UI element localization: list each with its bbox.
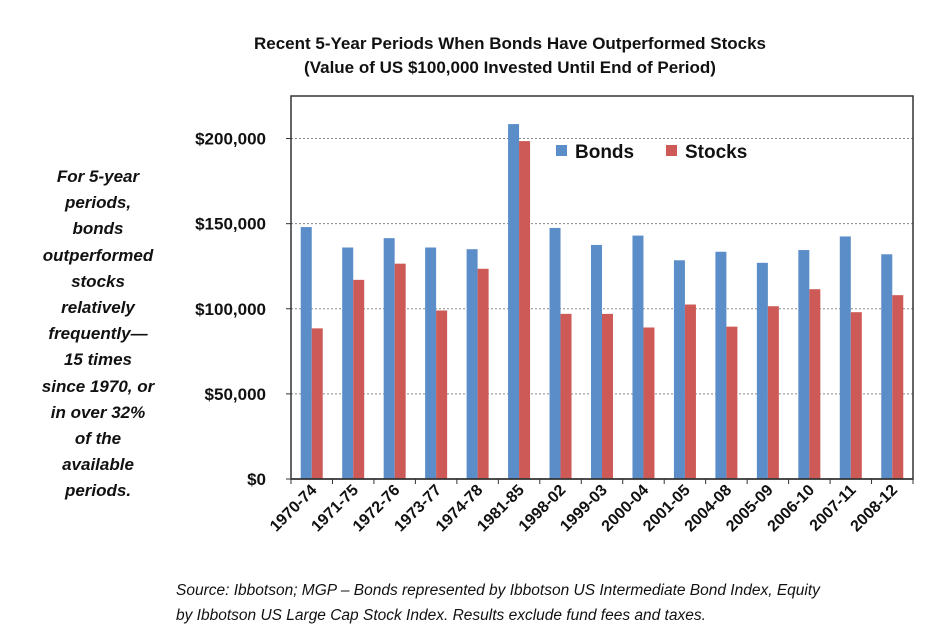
bar-stocks — [767, 306, 779, 479]
bar-bonds — [383, 238, 395, 479]
bar-bonds — [756, 262, 768, 479]
bar-stocks — [519, 141, 531, 479]
bar-stocks — [560, 313, 572, 479]
side-note-line: relatively — [61, 298, 135, 318]
chart-title-line2: (Value of US $100,000 Invested Until End… — [304, 58, 716, 77]
side-note-line: periods. — [64, 481, 132, 501]
side-note-line: periods, — [64, 193, 132, 213]
side-note-line: outperformed — [42, 245, 154, 265]
bar-stocks — [602, 313, 613, 479]
bar-bonds — [715, 251, 727, 479]
bar-stocks — [311, 328, 323, 479]
y-tick-label: $200,000 — [195, 130, 266, 149]
bar-bonds — [839, 236, 851, 479]
bar-stocks — [684, 304, 696, 479]
side-note-line: of the — [74, 429, 122, 449]
side-note-line: in over 32% — [50, 402, 146, 422]
bar-bonds — [300, 227, 312, 479]
bar-bonds — [549, 227, 561, 479]
y-tick-label: $0 — [247, 470, 266, 489]
legend-label-bonds: Bonds — [575, 142, 634, 163]
y-tick-label: $150,000 — [195, 215, 266, 234]
chart-title-line1: Recent 5-Year Periods When Bonds Have Ou… — [253, 34, 767, 53]
side-note-line: frequently— — [48, 324, 148, 344]
x-tick-label: 2008-12 — [848, 482, 902, 536]
bar-bonds — [798, 250, 810, 479]
bar-bonds — [591, 244, 602, 479]
legend-swatch-stocks — [666, 145, 677, 156]
bar-stocks — [850, 312, 862, 479]
legend-swatch-bonds — [556, 145, 567, 156]
side-note-line: bonds — [72, 219, 124, 239]
side-note-line: stocks — [71, 271, 125, 291]
bar-bonds — [881, 254, 893, 479]
bar-stocks — [892, 295, 904, 479]
bar-bonds — [508, 124, 520, 479]
source-note: Source: Ibbotson; MGP – Bonds represente… — [176, 578, 936, 628]
bar-chart: $0$50,000$100,000$150,000$200,0001970-74… — [195, 95, 914, 536]
bar-stocks — [643, 327, 655, 479]
side-note-line: 15 times — [63, 350, 133, 370]
y-tick-label: $50,000 — [205, 385, 266, 404]
bar-bonds — [425, 247, 437, 479]
bar-stocks — [809, 289, 821, 479]
bar-bonds — [673, 260, 685, 479]
bar-stocks — [394, 263, 406, 479]
bar-bonds — [466, 249, 478, 479]
source-line2: by Ibbotson US Large Cap Stock Index. Re… — [176, 607, 706, 624]
bar-bonds — [342, 247, 354, 479]
bar-bonds — [632, 235, 644, 479]
side-note-line: available — [62, 455, 134, 475]
legend-label-stocks: Stocks — [685, 142, 747, 163]
side-note-line: For 5-year — [56, 167, 140, 186]
source-line1: Source: Ibbotson; MGP – Bonds represente… — [176, 582, 820, 599]
bar-stocks — [353, 279, 365, 479]
bar-stocks — [726, 326, 738, 479]
side-note-line: since 1970, or — [41, 376, 155, 396]
chart-title: Recent 5-Year Periods When Bonds Have Ou… — [190, 32, 830, 80]
y-tick-label: $100,000 — [195, 300, 266, 319]
bar-stocks — [477, 268, 489, 479]
side-note: For 5-year periods, bonds outperformed stock… — [28, 164, 168, 505]
bar-stocks — [436, 310, 448, 479]
